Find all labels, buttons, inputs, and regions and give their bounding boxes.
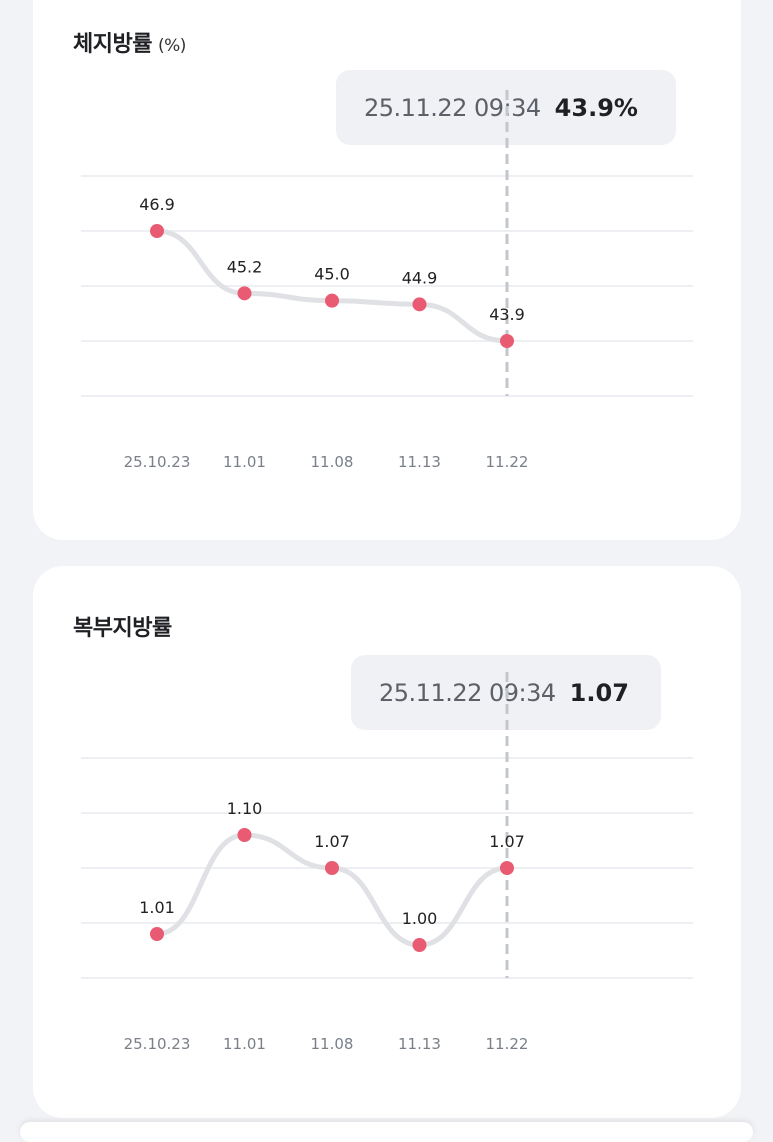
x-tick-label: 25.10.23 (124, 1035, 191, 1053)
data-label: 43.9 (489, 305, 525, 324)
body-fat-line-chart[interactable]: 46.9 45.2 45.0 44.9 43.9 25.10.23 11.01 11.08 11… (33, 90, 741, 550)
data-point (412, 297, 427, 312)
data-point (237, 286, 252, 301)
data-point (150, 927, 164, 941)
x-tick-label: 11.13 (398, 1035, 441, 1053)
tooltip-time: 25.11.22 09:34 (364, 93, 541, 122)
chart-unit: (%) (157, 36, 186, 56)
data-label: 1.07 (489, 832, 525, 851)
data-point (325, 293, 339, 308)
body-fat-chart-card: 체지방률 (%) 25.11.22 09:34 43.9% 46.9 45.2 45.… (33, 0, 741, 540)
chart-tooltip: 25.11.22 09:34 1.07 (351, 655, 661, 730)
x-tick-label: 11.13 (398, 453, 441, 471)
x-tick-label: 11.08 (311, 1035, 354, 1053)
data-point (150, 224, 164, 238)
abdominal-fat-chart-card: 복부지방률 25.11.22 09:34 1.07 1.01 1.10 1.07 1.… (33, 566, 741, 1118)
next-card-edge (20, 1122, 753, 1142)
series-line (154, 832, 510, 948)
data-label: 1.00 (402, 909, 438, 928)
x-tick-label: 11.08 (311, 453, 354, 471)
chart-title: 체지방률 (%) (73, 32, 186, 57)
data-point (500, 861, 514, 875)
x-tick-label: 11.01 (223, 1035, 266, 1053)
abdominal-fat-line-chart[interactable]: 1.01 1.10 1.07 1.00 1.07 25.10.23 11.01 11.08 11… (33, 672, 741, 1132)
x-tick-label: 25.10.23 (124, 453, 191, 471)
chart-title: 복부지방률 (73, 616, 172, 641)
x-tick-label: 11.22 (486, 1035, 529, 1053)
data-label: 1.10 (227, 799, 263, 818)
x-tick-label: 11.01 (223, 453, 266, 471)
data-label: 44.9 (402, 268, 438, 287)
x-tick-label: 11.22 (486, 453, 529, 471)
data-point (325, 861, 339, 875)
chart-tooltip: 25.11.22 09:34 43.9% (336, 70, 676, 145)
data-point (237, 828, 252, 842)
data-label: 1.07 (314, 832, 350, 851)
tooltip-value: 1.07 (569, 678, 629, 707)
data-label: 45.2 (227, 257, 263, 276)
tooltip-value: 43.9% (554, 93, 638, 122)
data-point (500, 334, 514, 348)
data-label: 1.01 (139, 898, 175, 917)
data-point (412, 938, 427, 952)
tooltip-time: 25.11.22 09:34 (379, 678, 556, 707)
data-label: 46.9 (139, 195, 175, 214)
data-label: 45.0 (314, 265, 350, 284)
